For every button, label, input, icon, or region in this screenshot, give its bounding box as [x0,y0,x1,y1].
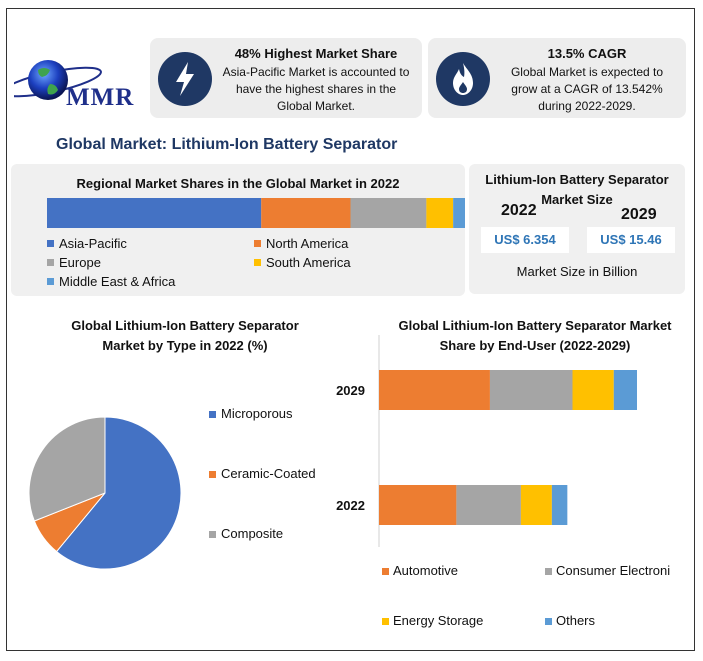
flame-icon [436,52,490,106]
enduser-legend-others: Others [556,613,596,628]
year-2029-label: 2029 [621,206,657,223]
info-card-body: Asia-Pacific Market is accounted to have… [222,65,410,113]
regional-share-panel: Regional Market Shares in the Global Mar… [11,164,465,296]
legend-middle-east-africa: Middle East & Africa [47,274,175,289]
region-bar-north-america [261,198,351,228]
info-card-title: 48% Highest Market Share [234,46,398,61]
market-size-2029-value: US$ 15.46 [587,227,675,253]
pie-legend-swatch-composite [209,531,216,538]
enduser-bar-2029-consumer-electronics [489,370,573,410]
pie-legend-swatch-microporous [209,411,216,418]
regional-chart-title: Regional Market Shares in the Global Mar… [76,176,400,191]
enduser-category-label-2029: 2029 [336,383,365,398]
enduser-bar-2022-automotive [379,485,457,525]
pie-legend-composite: Composite [221,526,283,541]
enduser-legend-consumer-electronics: Consumer Electronics [556,563,670,578]
lightning-icon [158,52,212,106]
market-size-title: Lithium-Ion Battery Separator Market Siz… [485,172,669,207]
legend-north-america: North America [254,236,348,251]
pie-legend-swatch-ceramic-coated [209,471,216,478]
pie-slice-composite [28,416,106,522]
region-bar-asia-pacific [47,198,262,228]
info-card-cagr: 13.5% CAGR Global Market is expected to … [428,38,686,118]
info-card-body: Global Market is expected to grow at a C… [510,65,664,113]
region-bar-south-america [426,198,454,228]
enduser-legend-automotive: Automotive [393,563,458,578]
infographic-frame [6,8,695,651]
enduser-stacked-bar-chart: 2029 2022 Automotive Consumer Electronics En… [336,335,670,628]
market-size-2022-value: US$ 6.354 [481,227,569,253]
legend-europe: Europe [47,255,101,270]
enduser-bar-2029-automotive [379,370,490,410]
globe-logo-icon [14,60,102,100]
pie-legend-microporous: Microporous [221,406,293,421]
legend-south-america: South America [254,255,351,270]
region-bar-europe [350,198,427,228]
pie-legend-ceramic-coated: Ceramic-Coated [221,466,316,481]
year-2022-label: 2022 [501,202,537,219]
legend-asia-pacific: Asia-Pacific [47,236,127,251]
enduser-legend-swatch-automotive [382,568,389,575]
market-size-panel: Lithium-Ion Battery Separator Market Siz… [469,164,685,294]
market-size-unit: Market Size in Billion [516,264,638,279]
enduser-legend-swatch-others [545,618,552,625]
info-card-market-share: 48% Highest Market Share Asia-Pacific Ma… [150,38,422,118]
enduser-category-label-2022: 2022 [336,498,365,513]
logo-text: MMR [66,84,135,111]
enduser-legend-swatch-consumer-electronics [545,568,552,575]
info-card-title: 13.5% CAGR [547,46,627,61]
enduser-bar-2022-consumer-electronics [456,485,521,525]
type-chart-title: Global Lithium-Ion Battery Separator Mar… [71,318,299,353]
enduser-bar-2029-others [613,370,637,410]
enduser-bar-2022-others [551,485,568,525]
enduser-bar-2022-energy-storage [520,485,552,525]
enduser-legend-swatch-energy-storage [382,618,389,625]
main-title: Global Market: Lithium-Ion Battery Separ… [56,136,398,153]
pie-slice-microporous [55,416,182,570]
enduser-chart-title: Global Lithium-Ion Battery Separator Mar… [398,318,672,353]
enduser-legend-energy-storage: Energy Storage [393,613,483,628]
enduser-bar-2029-energy-storage [572,370,614,410]
regional-stacked-bar-chart [47,198,465,228]
region-bar-middle-east-and-africa [453,198,465,228]
type-pie-chart: Microporous Ceramic-Coated Composite [28,406,316,570]
